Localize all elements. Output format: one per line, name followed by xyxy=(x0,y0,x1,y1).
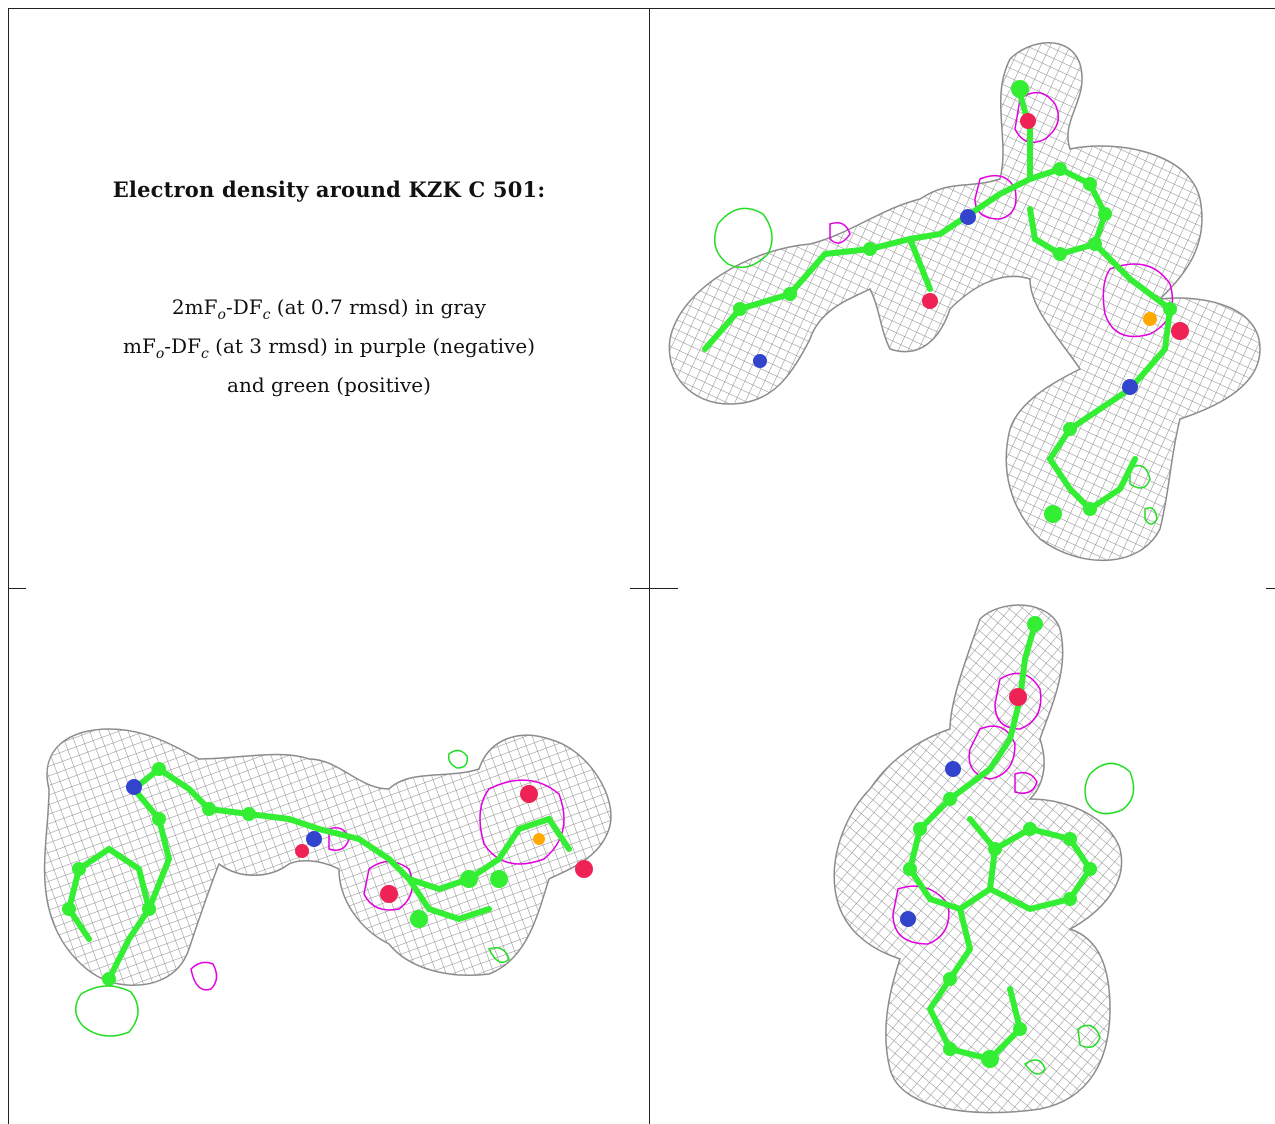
positive-difference-density xyxy=(75,749,510,1037)
atom-spheres xyxy=(62,762,593,986)
legend-line-colors: and green (positive) xyxy=(227,373,431,397)
figure-description: 2mFo-DFc (at 0.7 rmsd) in gray mFo-DFc (… xyxy=(9,292,649,401)
density-render-view-2 xyxy=(43,728,612,1037)
table-border-left xyxy=(8,8,9,1124)
density-panel-top-right xyxy=(650,9,1275,588)
table-divider-horizontal-left xyxy=(8,588,26,589)
table-divider-vertical xyxy=(649,8,650,1124)
gray-density-mesh xyxy=(833,604,1123,1114)
table-divider-horizontal-mid xyxy=(630,588,678,589)
density-panel-bottom-right xyxy=(650,589,1275,1124)
table-border-top xyxy=(8,8,1275,9)
positive-difference-density xyxy=(1023,762,1135,1075)
negative-difference-density xyxy=(892,672,1042,945)
density-render-view-3 xyxy=(833,604,1135,1114)
negative-difference-density xyxy=(829,91,1174,338)
legend-line-fofc: mFo-DFc (at 3 rmsd) in purple (negative) xyxy=(123,334,535,362)
density-panel-bottom-left xyxy=(9,589,649,1124)
positive-difference-density xyxy=(713,207,1158,525)
figure-title: Electron density around KZK C 501: xyxy=(112,177,546,202)
legend-line-2fofc: 2mFo-DFc (at 0.7 rmsd) in gray xyxy=(171,295,487,323)
atom-spheres xyxy=(900,616,1097,1068)
table-divider-horizontal-right xyxy=(1266,588,1275,589)
gray-density-mesh xyxy=(668,42,1261,562)
density-render-view-1 xyxy=(668,42,1261,562)
gray-density-mesh xyxy=(43,728,612,986)
caption-cell: Electron density around KZK C 501: 2mFo-… xyxy=(9,9,649,588)
atom-spheres xyxy=(733,80,1189,523)
